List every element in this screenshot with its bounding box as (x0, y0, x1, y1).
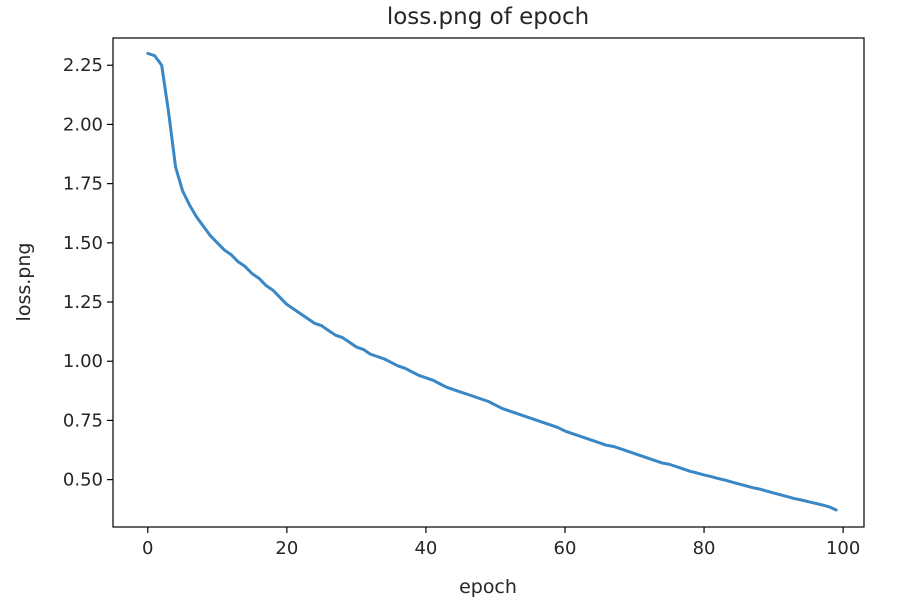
x-tick-label: 60 (554, 538, 577, 559)
x-axis-title: epoch (459, 576, 517, 598)
chart-title: loss.png of epoch (387, 4, 589, 30)
y-tick-label: 0.75 (63, 410, 103, 431)
x-tick-label: 20 (275, 538, 298, 559)
y-tick-label: 1.50 (63, 233, 103, 254)
y-tick-label: 2.25 (63, 55, 103, 76)
y-axis-ticks: 0.50 0.75 1.00 1.25 1.50 1.75 2.00 2.25 (63, 55, 113, 491)
y-tick-label: 0.50 (63, 470, 103, 491)
x-tick-label: 80 (693, 538, 716, 559)
y-axis-title: loss.png (13, 243, 35, 322)
x-tick-label: 100 (826, 538, 860, 559)
y-tick-label: 1.00 (63, 351, 103, 372)
plot-frame (112, 37, 865, 528)
x-axis-ticks: 0 20 40 60 80 100 (142, 527, 860, 559)
loss-series-line (146, 51, 838, 512)
x-tick-label: 40 (414, 538, 437, 559)
x-tick-label: 0 (142, 538, 153, 559)
y-tick-label: 1.25 (63, 292, 103, 313)
y-tick-label: 2.00 (63, 114, 103, 135)
y-tick-label: 1.75 (63, 174, 103, 195)
